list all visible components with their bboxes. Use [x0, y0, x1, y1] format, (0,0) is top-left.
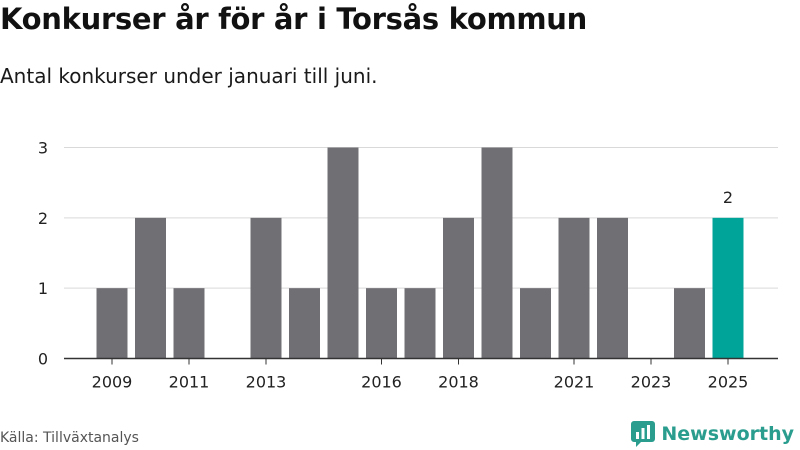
x-tick-label: 2009 — [92, 373, 133, 392]
bar-2021 — [558, 217, 590, 359]
chart-title: Konkurser år för år i Torsås kommun — [0, 2, 588, 36]
bar-2025 — [712, 217, 744, 359]
bar-2017 — [404, 288, 436, 359]
bar-2018 — [443, 217, 474, 359]
gridlines — [64, 147, 778, 289]
data-label-2025: 2 — [723, 188, 733, 207]
bar-2019 — [481, 147, 513, 359]
bar-2024 — [674, 288, 705, 359]
bar-2011 — [173, 288, 205, 359]
bar-2014 — [289, 288, 320, 359]
chart-subtitle: Antal konkurser under januari till juni. — [0, 64, 378, 88]
brand-name: Newsworthy — [661, 423, 794, 445]
bar-chart: 0 1 2 3 2009 2011 2013 2016 2018 2021 2023 2025 2 — [38, 139, 778, 392]
x-tick-label: 2023 — [631, 373, 672, 392]
bars — [96, 147, 744, 359]
y-tick-label: 2 — [38, 209, 48, 228]
data-labels: 2 — [723, 188, 733, 207]
x-tick-label: 2011 — [169, 373, 210, 392]
y-tick-label: 1 — [38, 279, 48, 298]
y-tick-label: 3 — [38, 139, 48, 158]
bar-2022 — [597, 217, 628, 359]
y-axis-ticks: 0 1 2 3 — [38, 139, 48, 369]
bar-2020 — [520, 288, 551, 359]
newsworthy-logo-icon — [631, 421, 656, 447]
bar-2010 — [135, 217, 166, 359]
bar-2016 — [366, 288, 397, 359]
x-tick-label: 2021 — [554, 373, 595, 392]
x-tick-label: 2016 — [361, 373, 402, 392]
x-tick-label: 2025 — [708, 373, 749, 392]
bar-2009 — [96, 288, 128, 359]
x-tick-label: 2013 — [246, 373, 287, 392]
brand: Newsworthy — [631, 421, 794, 447]
x-axis-ticks: 2009 2011 2013 2016 2018 2021 2023 2025 — [92, 358, 749, 392]
source-note: Källa: Tillväxtanalys — [0, 430, 139, 446]
bar-2013 — [250, 217, 282, 359]
bar-2015 — [327, 147, 359, 359]
y-tick-label: 0 — [38, 350, 48, 369]
x-tick-label: 2018 — [438, 373, 479, 392]
